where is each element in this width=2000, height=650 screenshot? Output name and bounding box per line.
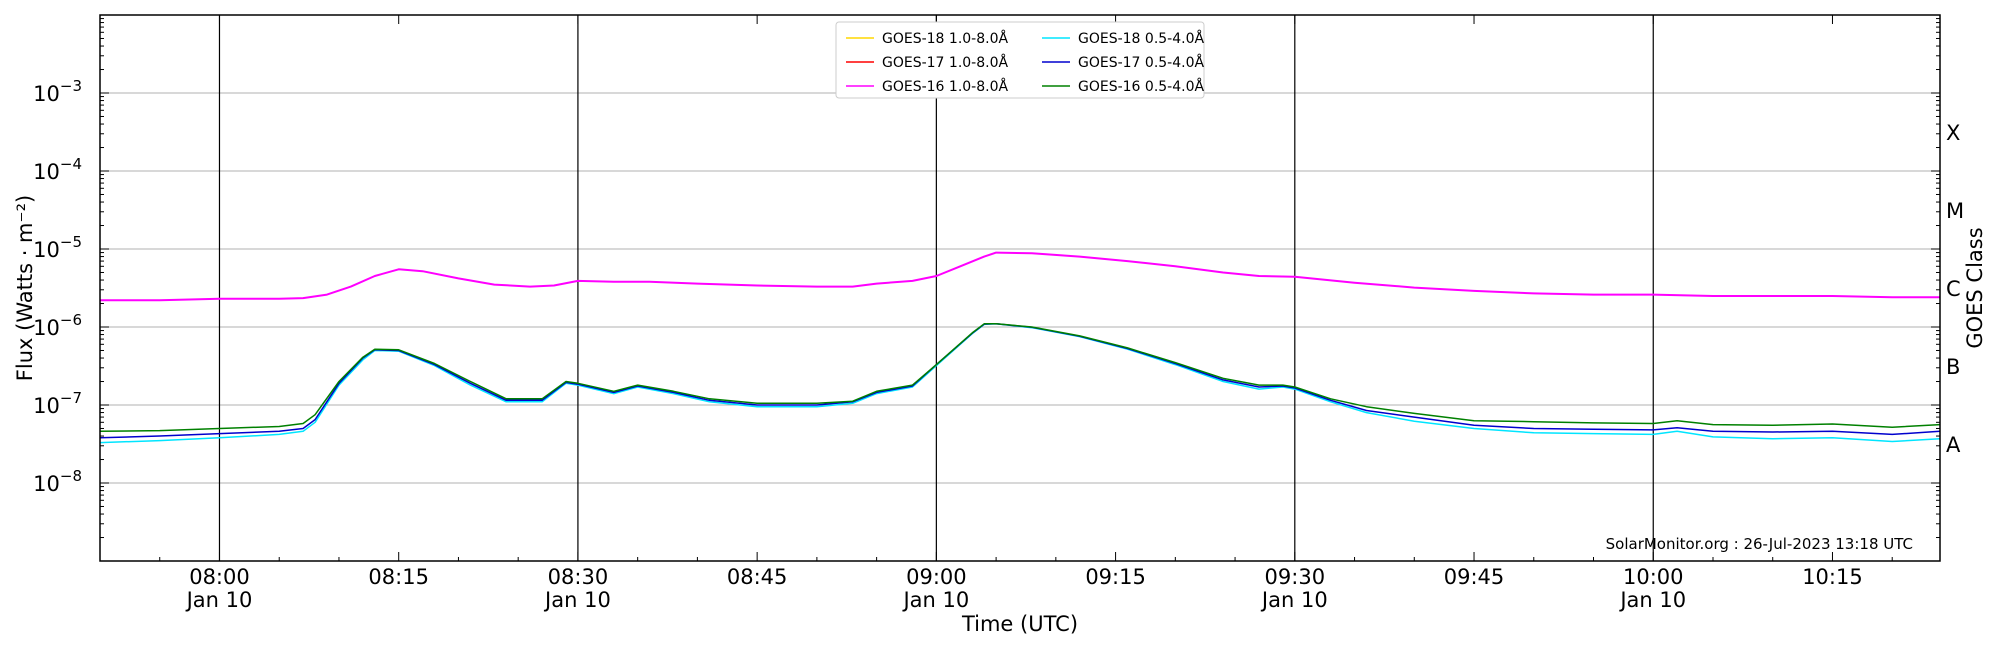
x-tick-label: 08:15 <box>368 565 429 589</box>
x-tick-label: 08:30 <box>548 565 609 589</box>
x-tick-date-label: Jan 10 <box>543 588 611 612</box>
legend-label: GOES-17 0.5-4.0Å <box>1078 54 1204 71</box>
axis-ticks <box>99 14 1940 562</box>
x-tick-label: 09:30 <box>1265 565 1326 589</box>
plot-background <box>100 15 1940 561</box>
legend-label: GOES-16 1.0-8.0Å <box>882 78 1008 95</box>
legend-box <box>835 21 1205 99</box>
legend-label: GOES-18 1.0-8.0Å <box>882 30 1008 47</box>
y-tick-label: 10−4 <box>33 155 82 184</box>
right-axis-title: GOES Class <box>1963 227 1987 348</box>
y-tick-exponent: −3 <box>60 77 82 95</box>
series-line <box>100 251 1940 302</box>
x-tick-label: 10:15 <box>1802 565 1863 589</box>
goes-class-label: X <box>1946 121 1960 145</box>
legend-label: GOES-16 0.5-4.0Å <box>1078 78 1204 95</box>
x-tick-date-label: Jan 10 <box>185 588 253 612</box>
y-axis-tick-labels: 10−8 10−7 10−6 10−5 10−4 10−3 <box>33 77 82 496</box>
y-tick-exponent: −6 <box>60 311 82 329</box>
x-tick-date-label: Jan 10 <box>1260 588 1328 612</box>
data-series <box>99 251 1941 444</box>
plot-area <box>99 14 1941 562</box>
y-tick-exponent: −5 <box>60 233 82 251</box>
day-marker-lines <box>218 15 1654 561</box>
y-tick-label: 10−7 <box>33 389 82 418</box>
goes-class-labels: A B C M X <box>1946 121 1964 457</box>
y-tick-label: 10−5 <box>33 233 82 262</box>
legend-label: GOES-18 0.5-4.0Å <box>1078 30 1204 47</box>
y-tick-label: 10−3 <box>33 77 82 106</box>
y-axis-title: Flux (Watts · m⁻²) <box>13 195 37 381</box>
y-tick-exponent: −4 <box>60 155 82 173</box>
goes-class-label: C <box>1946 277 1961 301</box>
legend-label: GOES-17 1.0-8.0Å <box>882 54 1008 71</box>
footer-credit: SolarMonitor.org : 26-Jul-2023 13:18 UTC <box>1606 535 1913 553</box>
x-tick-label: 08:00 <box>189 565 250 589</box>
legend: GOES-18 1.0-8.0Å GOES-17 1.0-8.0Å GOES-16 … <box>835 21 1205 99</box>
y-tick-label: 10−6 <box>33 311 82 340</box>
y-tick-exponent: −7 <box>60 389 82 407</box>
plot-frame <box>99 14 1941 562</box>
x-tick-label: 08:45 <box>727 565 788 589</box>
y-tick-label: 10−8 <box>33 467 82 496</box>
x-tick-label: 09:15 <box>1085 565 1146 589</box>
x-tick-label: 09:00 <box>906 565 967 589</box>
x-axis-title: Time (UTC) <box>961 612 1078 636</box>
goes-class-label: A <box>1946 433 1961 457</box>
x-tick-label: 10:00 <box>1623 565 1684 589</box>
series-line <box>99 323 1941 433</box>
goes-class-label: M <box>1946 199 1964 223</box>
x-tick-date-label: Jan 10 <box>901 588 969 612</box>
x-tick-date-label: Jan 10 <box>1618 588 1686 612</box>
x-tick-label: 09:45 <box>1444 565 1505 589</box>
goes-class-label: B <box>1946 355 1960 379</box>
y-tick-exponent: −8 <box>60 467 82 485</box>
